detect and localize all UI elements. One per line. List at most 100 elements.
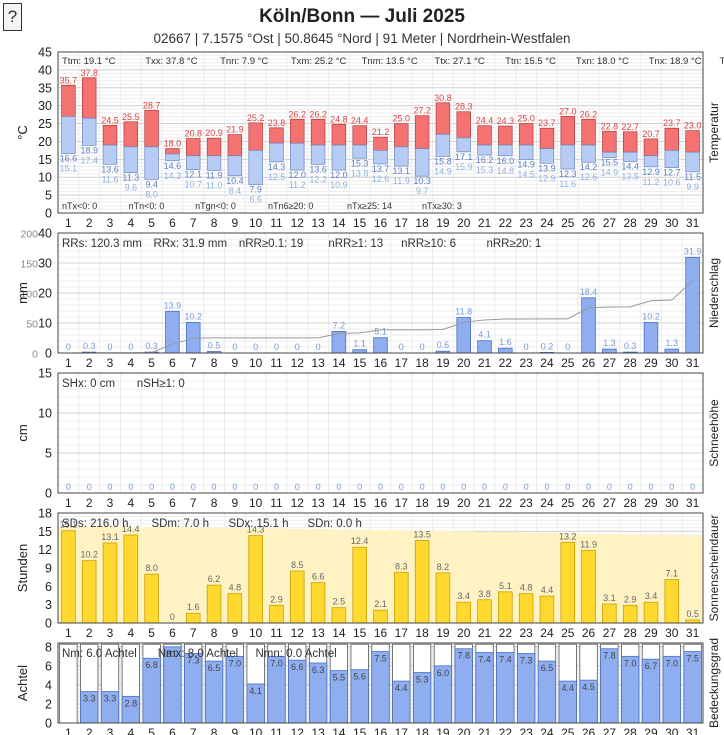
precipitation-xtick-label: 17 — [395, 356, 409, 370]
precipitation-value-label: 18.4 — [580, 287, 598, 297]
temperature-upper-bar — [643, 138, 659, 157]
temperature-max-label: 24.4 — [351, 116, 369, 126]
cloud-xtick-label: 19 — [436, 726, 450, 735]
precipitation-bar — [643, 321, 659, 354]
sunshine-bar — [206, 584, 222, 624]
cloud-xtick-label: 5 — [148, 726, 155, 735]
temperature-max-label: 22.8 — [601, 121, 619, 131]
precipitation-value-label: 0 — [108, 342, 113, 352]
precipitation-stat: nRR≥20: 1 — [486, 238, 541, 250]
temperature-ground-label: 15.9 — [455, 162, 473, 172]
temperature-max-label: 24.8 — [330, 114, 348, 124]
temperature-ground-label: 10.6 — [663, 178, 681, 188]
precipitation-xtick-label: 31 — [686, 356, 700, 370]
snow-xtick-label: 17 — [395, 496, 409, 510]
sunshine-xtick-label: 11 — [270, 626, 283, 640]
precipitation-xtick-label: 22 — [499, 356, 513, 370]
precipitation-cumulative-line — [68, 280, 693, 354]
precipitation-value-label: 0 — [128, 342, 133, 352]
sunshine-bar — [414, 540, 430, 624]
temperature-max-label: 26.2 — [580, 109, 598, 119]
cloud-xtick-label: 15 — [353, 726, 367, 735]
cloud-side-label: Bedeckungsgrad — [707, 638, 721, 728]
sunshine-xtick-label: 9 — [232, 626, 239, 640]
temperature-xtick-label: 23 — [519, 216, 533, 230]
page-title: Köln/Bonn — Juli 2025 — [259, 6, 465, 27]
snow-ytick-label: 10 — [38, 407, 52, 421]
help-button[interactable]: ? — [3, 3, 22, 31]
temperature-ground-label: 9.6 — [125, 183, 138, 193]
sunshine-ytick-label: 9 — [45, 562, 52, 576]
temperature-lower-bar — [560, 144, 575, 170]
temperature-lower-bar — [622, 151, 638, 162]
cloud-value-label: 5.6 — [353, 672, 366, 682]
cloud-xtick-label: 4 — [127, 726, 134, 735]
temperature-max-label: 35.7 — [60, 75, 78, 85]
snow-xtick-label: 5 — [148, 496, 155, 510]
temperature-max-label: 25.0 — [517, 114, 535, 124]
sunshine-bar — [102, 542, 118, 624]
sunshine-xtick-label: 7 — [190, 626, 197, 640]
precipitation-value-label: 1.3 — [666, 338, 679, 348]
sunshine-bar — [435, 572, 451, 624]
temperature-xtick-label: 9 — [232, 216, 239, 230]
sunshine-xtick-label: 29 — [644, 626, 658, 640]
snow-xtick-label: 12 — [291, 496, 305, 510]
precipitation-frame — [57, 232, 704, 354]
precipitation-ytick-right-label: 50 — [26, 319, 38, 331]
temperature-upper-bar — [61, 84, 76, 117]
sunshine-value-label: 13.2 — [559, 531, 577, 541]
temperature-lower-bar — [352, 144, 367, 159]
cloud-value-label: 7.4 — [478, 655, 491, 665]
temperature-upper-bar — [206, 137, 222, 157]
temperature-lower-bar — [227, 155, 243, 177]
temperature-max-label: 20.9 — [205, 128, 223, 138]
temperature-lower-bar — [269, 142, 284, 163]
sunshine-ytick-label: 18 — [38, 507, 52, 521]
sunshine-value-label: 14.3 — [247, 525, 265, 535]
cloud-ylabel: Achtel — [15, 665, 30, 701]
temperature-ground-label: 10.7 — [184, 180, 202, 190]
snow-value-label: 0 — [461, 482, 466, 492]
cloud-stat: Nmx: 8.0 Achtel — [158, 648, 239, 660]
temperature-lower-bar — [498, 144, 513, 157]
snow-value-label: 0 — [274, 482, 279, 492]
snow-ytick-label: 5 — [45, 447, 52, 461]
temperature-upper-bar — [102, 124, 118, 146]
sunshine-possible-bar — [370, 530, 391, 623]
temperature-min-label: 15.8 — [434, 156, 452, 166]
cloud-xtick-label: 28 — [623, 726, 637, 735]
temperature-max-label: 21.2 — [372, 127, 390, 137]
temperature-max-label: 23.0 — [684, 121, 702, 131]
cloud-ytick-label: 2 — [45, 697, 52, 711]
temperature-ytick-label: 35 — [38, 81, 52, 95]
precipitation-value-label: 0.5 — [208, 341, 221, 351]
temperature-min-label: 14.2 — [580, 162, 598, 172]
temperature-max-label: 26.2 — [309, 109, 327, 119]
cloud-xtick-label: 10 — [249, 726, 263, 735]
temperature-ground-label: 15.3 — [476, 165, 494, 175]
temperature-xtick-label: 28 — [623, 216, 637, 230]
snow-value-label: 0 — [544, 482, 549, 492]
precipitation-xtick-label: 10 — [249, 356, 263, 370]
temperature-upper-bar — [227, 134, 243, 157]
precipitation-stat: nRR≥1: 13 — [328, 238, 383, 250]
snow-xtick-label: 22 — [499, 496, 513, 510]
temperature-min-label: 14.4 — [621, 161, 639, 171]
snow-value-label: 0 — [357, 482, 362, 492]
precipitation-ytick-label: 20 — [38, 287, 52, 301]
sunshine-bar — [394, 571, 409, 624]
precipitation-value-label: 1.3 — [603, 338, 616, 348]
snow-xtick-label: 13 — [311, 496, 325, 510]
snow-value-label: 0 — [128, 482, 133, 492]
precipitation-value-label: 10.2 — [642, 311, 660, 321]
cloud-value-label: 2.8 — [125, 698, 138, 708]
cloud-value-label: 8.0 — [166, 649, 179, 659]
temperature-min-label: 7.9 — [249, 185, 262, 195]
sunshine-ytick-label: 0 — [45, 617, 52, 631]
temperature-ytick-label: 15 — [38, 153, 52, 167]
temperature-frame — [57, 51, 704, 214]
snow-value-label: 0 — [336, 482, 341, 492]
snow-stat: nSH≥1: 0 — [137, 378, 185, 390]
